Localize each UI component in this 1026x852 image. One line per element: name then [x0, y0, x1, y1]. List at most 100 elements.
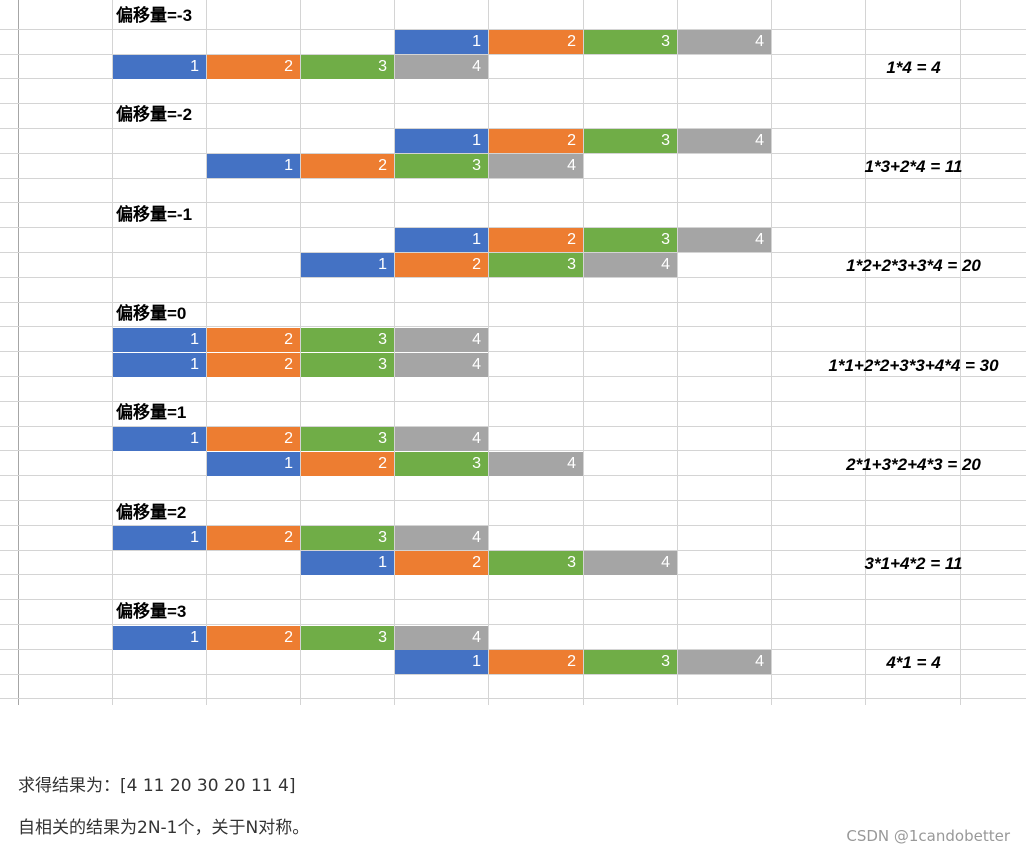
sequence-cell: 2	[489, 129, 583, 153]
sequence-cell: 3	[301, 353, 394, 377]
sequence-cell: 1	[395, 650, 488, 674]
offset-label: 偏移量=-2	[116, 105, 193, 124]
grid-row-line	[0, 649, 1026, 650]
grid-column-line	[300, 0, 301, 705]
grid-row-line	[0, 227, 1026, 228]
formula-text: 1*4 = 4	[886, 58, 941, 77]
grid-row-line	[0, 376, 1026, 377]
grid-row-line	[0, 624, 1026, 625]
sequence-cell: 4	[395, 353, 488, 377]
sequence-cell: 4	[678, 30, 771, 54]
grid-row-line	[0, 103, 1026, 104]
grid-row-line	[0, 525, 1026, 526]
sequence-cell: 3	[301, 626, 394, 650]
sequence-cell: 3	[395, 154, 488, 178]
sequence-cell: 4	[584, 253, 677, 277]
sequence-cell: 2	[489, 228, 583, 252]
grid-row-line	[0, 153, 1026, 154]
formula-text: 1*1+2*2+3*3+4*4 = 30	[828, 356, 999, 375]
grid-column-line	[18, 0, 19, 705]
sequence-cell: 4	[489, 452, 583, 476]
grid-row-line	[0, 426, 1026, 427]
grid-row-line	[0, 302, 1026, 303]
formula-text: 1*3+2*4 = 11	[864, 157, 963, 176]
sequence-cell: 1	[113, 328, 206, 352]
grid-row-line	[0, 78, 1026, 79]
sequence-cell: 3	[584, 650, 677, 674]
sequence-cell: 2	[207, 55, 300, 79]
sequence-cell: 1	[113, 427, 206, 451]
offset-label: 偏移量=2	[116, 503, 187, 522]
grid-column-line	[677, 0, 678, 705]
symmetry-note: 自相关的结果为2N-1个，关于N对称。	[18, 818, 310, 838]
offset-label: 偏移量=-3	[116, 6, 193, 25]
grid-row-line	[0, 401, 1026, 402]
sequence-cell: 3	[489, 253, 583, 277]
sequence-cell: 2	[489, 30, 583, 54]
sequence-cell: 3	[584, 228, 677, 252]
sequence-cell: 3	[584, 30, 677, 54]
formula-text: 3*1+4*2 = 11	[864, 554, 963, 573]
grid-row-line	[0, 351, 1026, 352]
formula-text: 2*1+3*2+4*3 = 20	[846, 455, 981, 474]
sequence-cell: 1	[395, 30, 488, 54]
sequence-cell: 3	[489, 551, 583, 575]
sequence-cell: 3	[301, 427, 394, 451]
grid-row-line	[0, 54, 1026, 55]
grid-column-line	[488, 0, 489, 705]
offset-label: 偏移量=3	[116, 602, 187, 621]
grid-column-line	[865, 0, 866, 705]
grid-row-line	[0, 252, 1026, 253]
sequence-cell: 4	[678, 129, 771, 153]
sequence-cell: 1	[207, 452, 300, 476]
grid-row-line	[0, 500, 1026, 501]
sequence-cell: 2	[207, 526, 300, 550]
sequence-cell: 1	[113, 626, 206, 650]
sequence-cell: 3	[584, 129, 677, 153]
sequence-cell: 3	[395, 452, 488, 476]
formula-text: 1*2+2*3+3*4 = 20	[846, 256, 981, 275]
sequence-cell: 4	[395, 626, 488, 650]
sequence-cell: 1	[395, 228, 488, 252]
sequence-cell: 4	[395, 427, 488, 451]
grid-column-line	[394, 0, 395, 705]
sequence-cell: 2	[395, 253, 488, 277]
sequence-cell: 4	[395, 328, 488, 352]
grid-column-line	[583, 0, 584, 705]
sequence-cell: 2	[207, 328, 300, 352]
grid-row-line	[0, 599, 1026, 600]
sequence-cell: 4	[678, 650, 771, 674]
sequence-cell: 1	[113, 55, 206, 79]
grid-row-line	[0, 326, 1026, 327]
sequence-cell: 3	[301, 328, 394, 352]
csdn-watermark: CSDN @1candobetter	[846, 827, 1010, 845]
sequence-cell: 1	[113, 526, 206, 550]
sequence-cell: 1	[113, 353, 206, 377]
grid-row-line	[0, 202, 1026, 203]
sequence-cell: 4	[489, 154, 583, 178]
offset-label: 偏移量=-1	[116, 205, 193, 224]
grid-row-line	[0, 674, 1026, 675]
grid-column-line	[206, 0, 207, 705]
sequence-cell: 2	[207, 626, 300, 650]
sequence-cell: 3	[301, 55, 394, 79]
grid-column-line	[112, 0, 113, 705]
sequence-cell: 2	[489, 650, 583, 674]
sequence-cell: 2	[207, 353, 300, 377]
sequence-cell: 4	[395, 55, 488, 79]
sequence-cell: 2	[207, 427, 300, 451]
sequence-cell: 1	[395, 129, 488, 153]
grid-column-line	[771, 0, 772, 705]
grid-row-line	[0, 450, 1026, 451]
grid-row-line	[0, 550, 1026, 551]
sequence-cell: 2	[301, 452, 394, 476]
offset-label: 偏移量=0	[116, 304, 187, 323]
sequence-cell: 4	[678, 228, 771, 252]
grid-row-line	[0, 29, 1026, 30]
grid-row-line	[0, 698, 1026, 699]
sequence-cell: 4	[395, 526, 488, 550]
sequence-cell: 1	[301, 253, 394, 277]
sequence-cell: 2	[301, 154, 394, 178]
sequence-cell: 2	[395, 551, 488, 575]
sequence-cell: 3	[301, 526, 394, 550]
